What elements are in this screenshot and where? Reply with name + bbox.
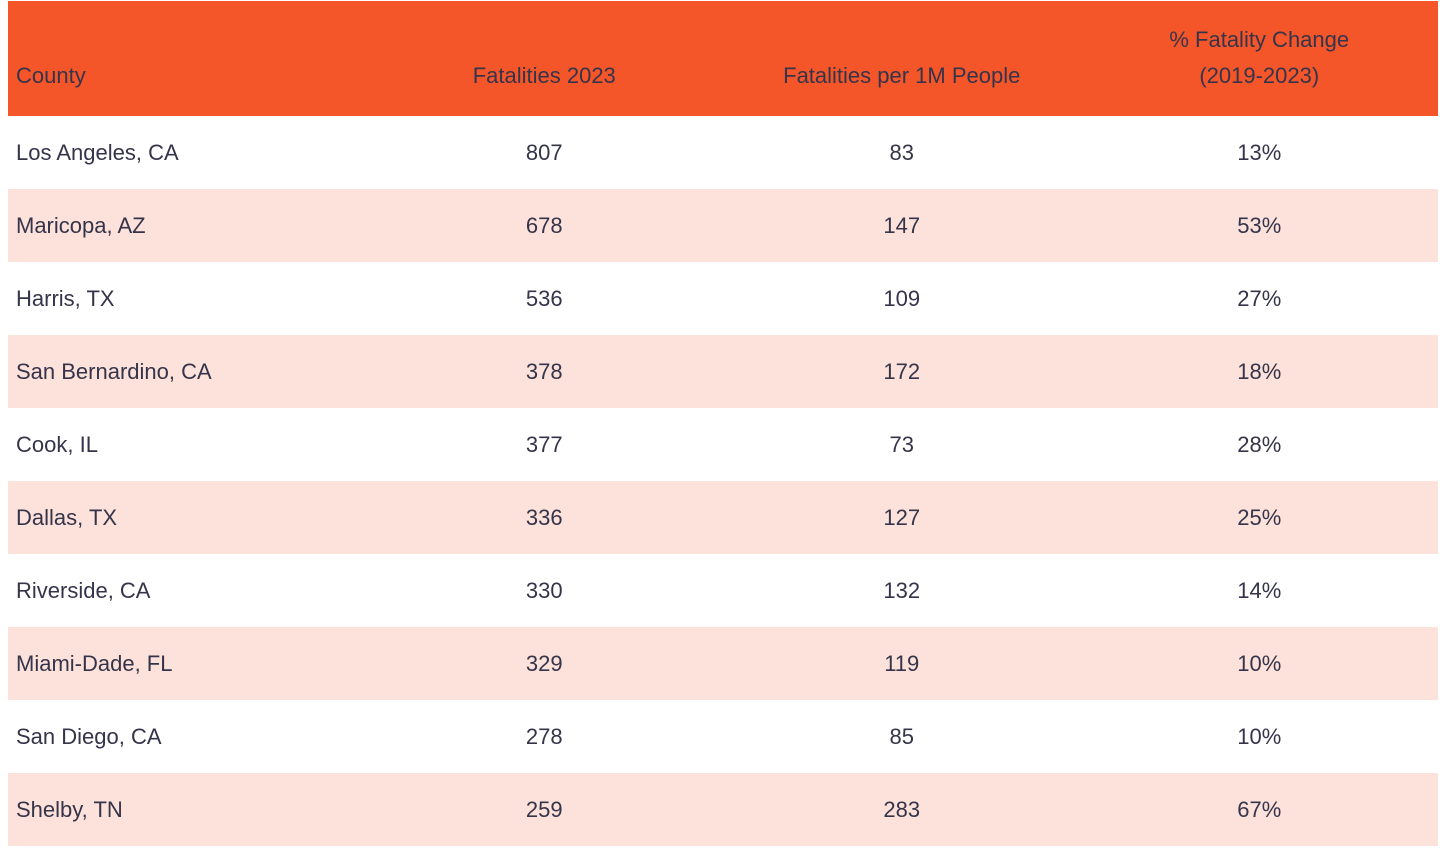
cell-pct-change: 13% [1237,139,1282,165]
table-row: Shelby, TN 259 283 67% [8,773,1438,846]
cell-county: Miami-Dade, FL [16,650,173,676]
table-row: San Diego, CA 278 85 10% [8,700,1438,773]
cell-fatalities-2023: 330 [525,577,563,603]
cell-county: Los Angeles, CA [16,139,179,165]
cell-fatalities-per-1m: 85 [889,723,914,749]
cell-pct-change: 14% [1237,577,1282,603]
cell-fatalities-2023: 678 [525,212,563,238]
cell-fatalities-per-1m: 147 [883,212,921,238]
header-row: County Fatalities 2023 Fatalities per 1M… [8,1,1438,116]
cell-pct-change: 10% [1237,650,1282,676]
cell-fatalities-2023: 536 [525,285,563,311]
cell-fatalities-per-1m: 73 [889,431,914,457]
table-row: Riverside, CA 330 132 14% [8,554,1438,627]
table-row: Miami-Dade, FL 329 119 10% [8,627,1438,700]
cell-fatalities-2023: 336 [525,504,563,530]
cell-county: Dallas, TX [16,504,118,530]
cell-pct-change: 25% [1237,504,1282,530]
cell-county: Riverside, CA [16,577,151,603]
cell-pct-change: 67% [1237,796,1282,822]
table-row: Dallas, TX 336 127 25% [8,481,1438,554]
cell-county: Shelby, TN [16,796,123,822]
cell-county: Harris, TX [16,285,115,311]
cell-fatalities-per-1m: 127 [883,504,921,530]
cell-county: Cook, IL [16,431,98,457]
cell-fatalities-per-1m: 83 [889,139,914,165]
table-row: Cook, IL 377 73 28% [8,408,1438,481]
header-cell-pct-change: % Fatality Change (2019-2023) [1169,27,1350,88]
table-header: County Fatalities 2023 Fatalities per 1M… [8,1,1438,116]
table-body: Los Angeles, CA 807 83 13% Maricopa, AZ 678 14… [8,116,1438,846]
table-row: Los Angeles, CA 807 83 13% [8,116,1438,189]
cell-fatalities-per-1m: 109 [883,285,921,311]
header-cell-fatalities-per-1m: Fatalities per 1M People [783,63,1021,88]
cell-pct-change: 10% [1237,723,1282,749]
cell-county: San Diego, CA [16,723,162,749]
table-row: San Bernardino, CA 378 172 18% [8,335,1438,408]
cell-pct-change: 27% [1237,285,1282,311]
county-fatalities-table: County Fatalities 2023 Fatalities per 1M… [8,1,1438,846]
fatalities-table-container: County Fatalities 2023 Fatalities per 1M… [8,1,1438,846]
cell-fatalities-per-1m: 172 [883,358,921,384]
cell-fatalities-2023: 378 [525,358,563,384]
cell-fatalities-2023: 807 [525,139,563,165]
cell-fatalities-2023: 377 [525,431,563,457]
cell-fatalities-per-1m: 119 [884,650,920,676]
cell-pct-change: 53% [1237,212,1282,238]
cell-fatalities-per-1m: 283 [883,796,921,822]
cell-county: San Bernardino, CA [16,358,212,384]
cell-fatalities-2023: 278 [525,723,563,749]
cell-pct-change: 28% [1237,431,1282,457]
header-cell-county: County [16,63,86,88]
cell-fatalities-2023: 329 [525,650,563,676]
header-cell-fatalities-2023: Fatalities 2023 [472,63,616,88]
table-row: Harris, TX 536 109 27% [8,262,1438,335]
cell-fatalities-2023: 259 [525,796,563,822]
cell-fatalities-per-1m: 132 [883,577,921,603]
cell-pct-change: 18% [1237,358,1282,384]
cell-county: Maricopa, AZ [16,212,146,238]
table-row: Maricopa, AZ 678 147 53% [8,189,1438,262]
